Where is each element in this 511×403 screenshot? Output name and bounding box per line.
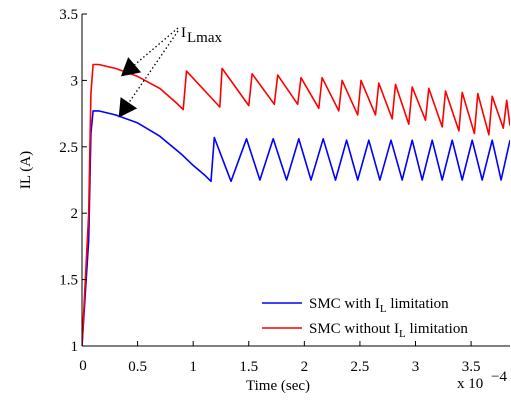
y-tick-label: 2 <box>71 206 79 222</box>
y-axis-title: IL (A) <box>18 151 34 189</box>
y-tick-label: 1 <box>71 339 79 355</box>
plot-background <box>82 14 510 346</box>
series-layer <box>82 63 510 346</box>
y-tick-label: 3 <box>71 73 79 89</box>
legend-label-suffix: limitation <box>406 321 469 337</box>
annotation-label: I <box>181 25 186 41</box>
annotation-layer: I Lmax <box>118 25 222 118</box>
series-line-without-limitation <box>82 63 510 346</box>
x-tick-label: 2 <box>301 359 309 375</box>
legend-label-main: SMC with I <box>309 296 380 312</box>
legend-label-0: SMC with IL limitation <box>309 296 449 315</box>
x-tick-label: 1.5 <box>239 359 258 375</box>
legend-label-main: SMC without I <box>309 321 399 337</box>
x-tick-label: 3.5 <box>462 359 481 375</box>
x-tick-label: 1 <box>189 359 197 375</box>
x-tick-label: 0 <box>79 358 87 374</box>
annotation-label-subscript: Lmax <box>187 30 222 46</box>
annotation-arrow-line <box>128 30 179 104</box>
annotation-arrow-head <box>118 97 138 118</box>
legend-label-subscript: L <box>380 303 387 315</box>
x-axis-title: Time (sec) <box>246 378 310 394</box>
y-tick-label: 2.5 <box>59 140 78 156</box>
plot-area <box>82 14 510 346</box>
x-axis-multiplier: x 10 <box>457 376 483 392</box>
annotation-arrow-head <box>120 57 142 77</box>
x-tick-label: 2.5 <box>351 359 370 375</box>
series-line-with-limitation <box>82 110 510 346</box>
legend-label-subscript: L <box>399 328 406 340</box>
annotation-arrow-line <box>134 27 179 66</box>
legend-label-1: SMC without IL limitation <box>309 321 468 340</box>
y-tick-label: 1.5 <box>59 273 78 289</box>
x-axis-multiplier-exponent: −4 <box>491 369 507 385</box>
y-tick-label: 3.5 <box>59 7 78 23</box>
x-tick-label: 3 <box>412 359 420 375</box>
legend-label-suffix: limitation <box>387 296 450 312</box>
x-tick-label: 0.5 <box>128 359 147 375</box>
